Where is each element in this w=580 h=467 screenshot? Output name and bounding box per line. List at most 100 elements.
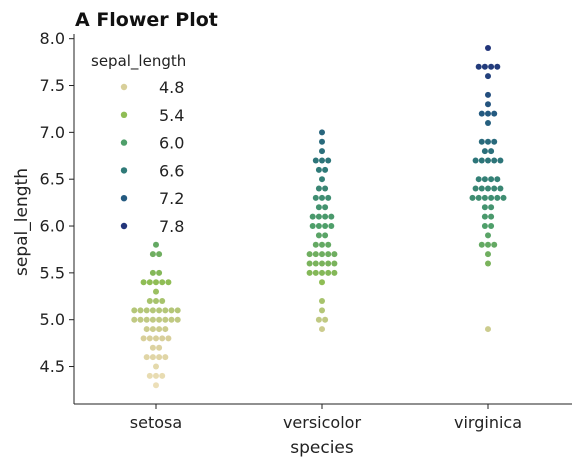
legend: sepal_length 4.8 5.4 6.0 6.6 7.2 7.8 <box>91 52 186 236</box>
y-ticks: 4.5 5.0 5.5 6.0 6.5 7.0 7.5 8.0 <box>40 29 74 376</box>
data-point-versicolor <box>319 138 325 145</box>
data-point-versicolor <box>319 148 325 155</box>
legend-marker <box>120 222 128 230</box>
data-point-versicolor <box>315 204 322 211</box>
data-point-setosa <box>131 307 138 314</box>
data-point-setosa <box>149 269 156 276</box>
data-point-virginica <box>472 157 479 164</box>
data-point-virginica <box>491 138 498 145</box>
data-point-virginica <box>485 260 491 267</box>
data-point-versicolor <box>328 223 335 230</box>
data-point-setosa <box>156 354 163 361</box>
data-point-setosa <box>156 326 163 333</box>
data-point-virginica <box>481 223 488 230</box>
legend-title: sepal_length <box>91 52 186 71</box>
data-point-virginica <box>475 63 482 70</box>
y-tick-label: 5.0 <box>40 310 65 329</box>
data-point-versicolor <box>319 297 325 304</box>
data-point-versicolor <box>319 241 325 248</box>
data-point-virginica <box>478 138 485 145</box>
y-tick-label: 6.5 <box>40 170 65 189</box>
data-point-setosa <box>146 372 153 379</box>
data-point-versicolor <box>319 279 325 286</box>
data-point-versicolor <box>325 157 332 164</box>
data-point-virginica <box>485 119 491 126</box>
data-point-versicolor <box>312 194 319 201</box>
data-point-virginica <box>488 194 495 201</box>
data-point-virginica <box>485 241 491 248</box>
data-point-setosa <box>149 326 156 333</box>
legend-label: 7.2 <box>159 189 184 208</box>
data-point-versicolor <box>306 260 313 267</box>
data-point-virginica <box>481 148 488 155</box>
data-point-setosa <box>140 335 147 342</box>
data-point-versicolor <box>322 232 329 239</box>
legend-label: 7.8 <box>159 217 184 236</box>
data-point-virginica <box>497 157 504 164</box>
data-point-versicolor <box>322 166 329 173</box>
data-point-versicolor <box>306 251 313 258</box>
data-point-virginica <box>481 194 488 201</box>
data-point-setosa <box>168 316 175 323</box>
data-point-setosa <box>159 279 166 286</box>
data-point-setosa <box>168 307 175 314</box>
chart-title: A Flower Plot <box>75 9 218 31</box>
data-point-virginica <box>497 185 504 192</box>
y-tick-label: 4.5 <box>40 357 65 376</box>
x-tick-label-versicolor: versicolor <box>283 413 361 432</box>
data-point-virginica <box>500 194 507 201</box>
data-point-versicolor <box>309 223 316 230</box>
y-tick-label: 6.0 <box>40 217 65 236</box>
data-point-virginica <box>485 138 491 145</box>
data-point-versicolor <box>319 269 325 276</box>
data-point-virginica <box>485 251 491 258</box>
data-point-setosa <box>149 251 156 258</box>
data-point-setosa <box>137 307 144 314</box>
legend-marker <box>120 139 128 146</box>
legend-marker <box>120 83 128 91</box>
data-point-virginica <box>491 157 498 164</box>
data-point-versicolor <box>325 194 332 201</box>
data-point-versicolor <box>312 241 319 248</box>
x-tick-label-virginica: virginica <box>454 413 522 432</box>
data-point-setosa <box>143 307 150 314</box>
data-point-virginica <box>472 185 479 192</box>
data-point-setosa <box>149 316 156 323</box>
data-point-setosa <box>149 307 156 314</box>
data-point-setosa <box>146 279 153 286</box>
data-point-setosa <box>156 251 163 258</box>
data-point-versicolor <box>315 166 322 173</box>
data-point-setosa <box>162 326 169 333</box>
legend-label: 5.4 <box>159 106 184 125</box>
data-point-virginica <box>488 63 495 70</box>
data-point-setosa <box>146 335 153 342</box>
data-point-versicolor <box>319 176 325 183</box>
data-point-versicolor <box>319 251 325 258</box>
data-point-versicolor <box>322 223 329 230</box>
x-tick-label-setosa: setosa <box>130 413 182 432</box>
data-point-virginica <box>485 185 491 192</box>
data-point-versicolor <box>325 241 332 248</box>
data-point-setosa <box>149 354 156 361</box>
data-point-versicolor <box>319 307 325 314</box>
data-point-setosa <box>159 297 166 304</box>
axes <box>73 34 572 405</box>
data-point-versicolor <box>319 326 325 333</box>
data-point-setosa <box>153 279 159 286</box>
y-tick-label: 7.5 <box>40 76 65 95</box>
data-point-virginica <box>485 45 491 52</box>
legend-label: 6.0 <box>159 134 184 153</box>
data-point-versicolor <box>325 260 332 267</box>
data-point-versicolor <box>309 213 316 220</box>
data-point-versicolor <box>331 260 338 267</box>
data-point-versicolor <box>319 194 325 201</box>
data-point-virginica <box>488 213 495 220</box>
data-point-virginica <box>485 101 491 108</box>
data-point-setosa <box>153 382 159 389</box>
data-point-virginica <box>481 176 488 183</box>
data-point-versicolor <box>328 213 335 220</box>
data-point-virginica <box>494 63 501 70</box>
legend-marker <box>120 195 128 202</box>
data-point-virginica <box>469 194 476 201</box>
